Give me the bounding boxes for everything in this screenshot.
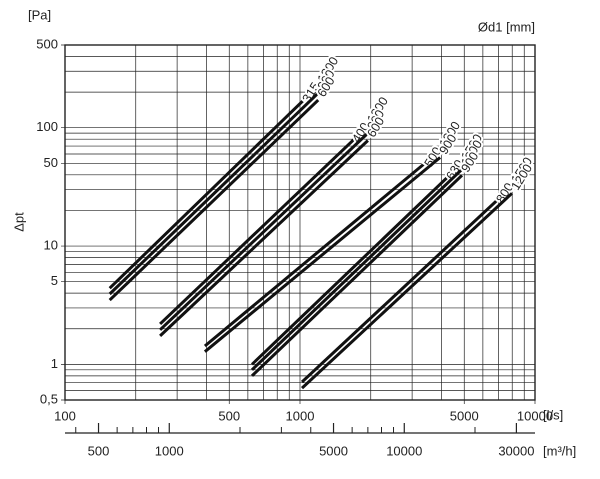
x2-tick-label: 1000 xyxy=(155,443,184,458)
legend-title: Ød1 [mm] xyxy=(478,19,535,34)
series-line xyxy=(203,149,442,348)
series-line xyxy=(250,168,464,371)
x2-tick-label: 500 xyxy=(88,443,110,458)
series-line xyxy=(108,92,320,296)
series-line xyxy=(250,174,464,377)
y-label: Δpt xyxy=(11,212,26,232)
plot-frame xyxy=(64,44,536,401)
series-line xyxy=(300,185,514,384)
x-tick-label: 100 xyxy=(54,408,76,423)
y-tick-label: 500 xyxy=(36,36,58,51)
y-tick-label: 0,5 xyxy=(40,391,58,406)
y-tick-label: 100 xyxy=(36,119,58,134)
x-tick-label: 10000 xyxy=(517,408,553,423)
series-line xyxy=(108,84,320,290)
series-line xyxy=(300,192,514,390)
x2-tick-label: 5000 xyxy=(319,443,348,458)
series-line xyxy=(159,139,369,337)
x2-unit: [m³/h] xyxy=(543,443,576,458)
x-tick-label: 500 xyxy=(218,408,240,423)
x2-tick-label: 30000 xyxy=(498,443,534,458)
series-line xyxy=(159,132,369,331)
y-tick-label: 10 xyxy=(44,237,58,252)
x-tick-label: 5000 xyxy=(450,408,479,423)
x-tick-label: 1000 xyxy=(286,408,315,423)
y-tick-label: 1 xyxy=(51,356,58,371)
y-tick-label: 50 xyxy=(44,155,58,170)
series-line xyxy=(203,156,442,353)
series-line xyxy=(250,162,464,366)
x-unit: [l/s] xyxy=(543,407,563,422)
y-unit: [Pa] xyxy=(28,7,51,22)
series-line xyxy=(108,99,320,302)
y-tick-label: 5 xyxy=(51,273,58,288)
x2-tick-label: 10000 xyxy=(386,443,422,458)
series-line xyxy=(159,125,369,325)
